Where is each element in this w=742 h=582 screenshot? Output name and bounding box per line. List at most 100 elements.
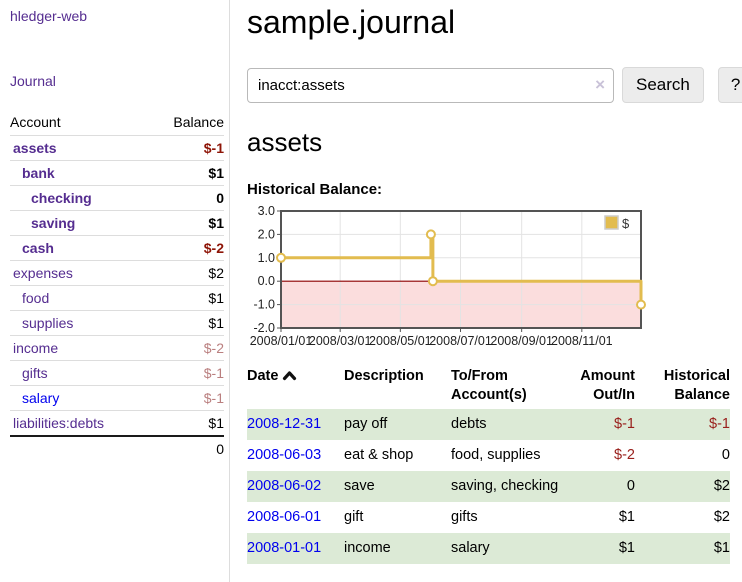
register-date-cell: 2008-06-03 <box>247 440 344 471</box>
chart-x-tick-label: 2008/01/01 <box>250 334 313 348</box>
register-description: income <box>344 539 391 556</box>
register-description: save <box>344 477 375 494</box>
chart-data-point[interactable] <box>276 252 286 263</box>
chart-data-point[interactable] <box>636 299 646 310</box>
account-balance: $-1 <box>203 140 224 156</box>
account-row: saving $1 <box>10 210 224 236</box>
help-button[interactable]: ? <box>717 67 742 103</box>
register-header-row: Date Description To/From Account(s) Amou… <box>247 367 730 409</box>
sidebar: hledger-web Journal Account Balance asse… <box>0 0 230 582</box>
account-name-cell: bank <box>10 161 149 186</box>
register-date-link[interactable]: 2008-06-03 <box>247 446 322 463</box>
register-balance: $2 <box>713 508 730 525</box>
accounts-table: Account Balance assets $-1 bank $1 checking 0… <box>10 110 224 461</box>
register-date-link[interactable]: 2008-12-31 <box>247 415 322 432</box>
account-name-cell: gifts <box>10 361 149 386</box>
search-input[interactable] <box>247 67 614 103</box>
account-name-cell: cash <box>10 236 149 261</box>
register-amount: $-2 <box>614 446 635 463</box>
register-date-cell: 2008-01-01 <box>247 533 344 564</box>
register-row: 2008-06-01 gift gifts $1 $2 <box>247 502 730 533</box>
register-date-link[interactable]: 2008-06-02 <box>247 477 322 494</box>
main-content: sample.journal × Search ? assets Histori… <box>230 0 742 582</box>
account-name-cell: assets <box>10 136 149 161</box>
nav-journal-link[interactable]: Journal <box>10 73 56 89</box>
historical-balance-chart: -2.0 -1.0 0.0 1.0 2.0 3.0 2008/01/012008/03/01… <box>250 205 646 348</box>
search-input-wrap: × <box>247 67 614 103</box>
account-link[interactable]: food <box>22 290 50 306</box>
register-description: pay off <box>344 415 388 432</box>
account-balance: $-1 <box>203 390 224 406</box>
register-header-balance: Historical Balance <box>663 368 730 403</box>
account-balance: $2 <box>208 265 224 281</box>
app-title-link[interactable]: hledger-web <box>10 8 88 24</box>
clear-search-icon[interactable]: × <box>595 74 605 94</box>
accounts-total-value: 0 <box>216 441 224 457</box>
register-header-description: Description <box>344 368 424 384</box>
register-header-amount: Amount Out/In <box>580 368 635 403</box>
search-button[interactable]: Search <box>622 67 704 103</box>
sort-ascending-icon <box>283 371 297 381</box>
account-name-cell: liabilities:debts <box>10 411 149 437</box>
account-link[interactable]: checking <box>31 190 92 206</box>
account-name-cell: expenses <box>10 261 149 286</box>
register-date-link[interactable]: 2008-06-01 <box>247 508 322 525</box>
register-row: 2008-06-03 eat & shop food, supplies $-2 0 <box>247 440 730 471</box>
chart-data-point[interactable] <box>425 229 436 240</box>
register-description: eat & shop <box>344 446 414 463</box>
account-balance: $1 <box>208 415 224 431</box>
register-accounts: debts <box>451 415 487 432</box>
accounts-header-balance: Balance <box>173 114 224 130</box>
account-link[interactable]: gifts <box>22 365 48 381</box>
account-link[interactable]: salary <box>22 390 60 406</box>
chart-data-point[interactable] <box>427 276 438 287</box>
account-row: liabilities:debts $1 <box>10 410 224 437</box>
chart-y-tick-label: -1.0 <box>253 298 275 312</box>
account-balance: $1 <box>208 315 224 331</box>
page-title: sample.journal <box>247 4 456 40</box>
accounts-total-spacer <box>10 436 149 461</box>
account-balance: $1 <box>208 215 224 231</box>
chart-x-tick-label: 2008/05/01 <box>369 334 432 348</box>
register-amount: $1 <box>618 539 635 556</box>
account-link[interactable]: assets <box>13 140 57 156</box>
account-link[interactable]: expenses <box>13 265 73 281</box>
account-row: cash $-2 <box>10 235 224 261</box>
account-link[interactable]: income <box>13 340 59 356</box>
account-link[interactable]: supplies <box>22 315 74 331</box>
account-balance: $1 <box>208 165 224 181</box>
register-date-cell: 2008-06-01 <box>247 502 344 533</box>
account-link[interactable]: cash <box>22 240 54 256</box>
account-link[interactable]: bank <box>22 165 55 181</box>
register-amount: $-1 <box>614 415 635 432</box>
account-balance: $-2 <box>203 240 224 256</box>
chart-x-tick-label: 2008/03/01 <box>309 334 372 348</box>
account-row: checking 0 <box>10 185 224 211</box>
account-link[interactable]: saving <box>31 215 76 231</box>
register-balance: $1 <box>713 539 730 556</box>
account-link[interactable]: liabilities:debts <box>13 415 105 431</box>
register-balance: 0 <box>721 446 730 463</box>
register-date-link[interactable]: 2008-01-01 <box>247 539 322 556</box>
register-row: 2008-12-31 pay off debts $-1 $-1 <box>247 408 730 440</box>
chart-x-tick-label: 2008/07/01 <box>429 334 492 348</box>
account-balance: 0 <box>216 190 224 206</box>
register-date-cell: 2008-12-31 <box>247 409 344 440</box>
register-date-cell: 2008-06-02 <box>247 471 344 502</box>
chart-x-tick-label: 2008/09/01 <box>490 334 553 348</box>
accounts-header-account: Account <box>10 114 61 130</box>
register-accounts: gifts <box>451 508 478 525</box>
account-row: income $-2 <box>10 335 224 361</box>
account-balance: $-1 <box>203 365 224 381</box>
account-name-cell: checking <box>10 186 149 211</box>
accounts-total-row: 0 <box>10 436 224 461</box>
account-row: gifts $-1 <box>10 360 224 386</box>
account-balance: $1 <box>208 290 224 306</box>
register-balance: $2 <box>713 477 730 494</box>
date-header-label: Date <box>247 368 279 384</box>
chart-x-tick-label: 2008/11/01 <box>551 334 613 348</box>
register-accounts: food, supplies <box>451 446 541 463</box>
register-header-date[interactable]: Date <box>247 367 344 409</box>
register-row: 2008-01-01 income salary $1 $1 <box>247 532 730 564</box>
